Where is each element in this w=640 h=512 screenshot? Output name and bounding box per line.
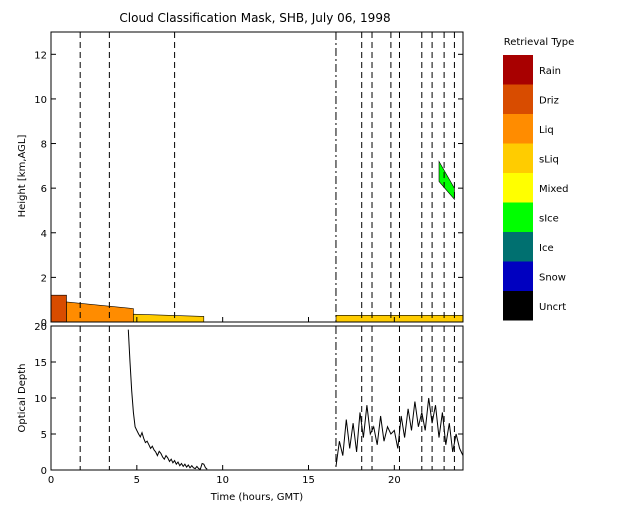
bottom-y-tick-label: 20	[34, 322, 47, 333]
cloud-layer-sice-4	[438, 160, 455, 201]
heatmap-layers	[50, 160, 464, 323]
optical-depth-series-1	[335, 397, 464, 467]
legend-swatch-sliq	[503, 143, 533, 173]
x-axis-label: Time (hours, GMT)	[210, 492, 304, 503]
legend: Rain Driz Liq sLiq Mixed sIce Ice Snow Uncrt	[503, 55, 569, 321]
legend-label-snow: Snow	[539, 272, 566, 283]
top-y-tick-label: 6	[41, 184, 47, 195]
top-y-tick-label: 4	[41, 229, 47, 240]
optical-depth-series	[127, 329, 464, 470]
bottom-plot-frame	[50, 325, 464, 471]
bottom-y-tick-label: 0	[41, 466, 47, 477]
legend-swatch-sice	[503, 202, 533, 232]
legend-label-rain: Rain	[539, 66, 561, 77]
legend-swatch-uncrt	[503, 291, 533, 321]
top-y-tick-label: 12	[34, 50, 47, 61]
top-plot-frame	[50, 31, 464, 323]
top-y-tick-label: 8	[41, 140, 47, 151]
top-y-tick-label: 0	[41, 318, 47, 329]
bottom-y-tick-label: 15	[34, 358, 47, 369]
legend-swatch-snow	[503, 261, 533, 291]
legend-swatch-liq	[503, 114, 533, 144]
cloud-layer-liq-1	[66, 301, 134, 323]
axes	[50, 31, 464, 471]
x-tick-label: 5	[134, 475, 140, 486]
legend-label-uncrt: Uncrt	[539, 302, 566, 313]
legend-title: Retrieval Type	[504, 37, 575, 48]
cloud-layer-driz-0	[50, 294, 67, 323]
heatmap-reference-lines	[79, 32, 455, 322]
optical-depth-series-0	[127, 329, 208, 470]
x-tick-label: 20	[388, 475, 401, 486]
top-y-axis-label: Height [km,AGL]	[17, 135, 28, 218]
legend-label-sice: sIce	[539, 213, 559, 224]
top-y-tick-label: 10	[34, 95, 47, 106]
bottom-y-tick-label: 10	[34, 394, 47, 405]
legend-swatch-mixed	[503, 173, 533, 203]
legend-swatch-driz	[503, 84, 533, 114]
bottom-y-tick-label: 5	[41, 430, 47, 441]
x-tick-label: 15	[302, 475, 315, 486]
legend-label-liq: Liq	[539, 125, 554, 136]
legend-swatch-ice	[503, 232, 533, 262]
top-y-tick-label: 2	[41, 273, 47, 284]
x-tick-label: 0	[48, 475, 54, 486]
cloud-layer-sliq-2	[133, 313, 205, 323]
x-tick-label: 10	[216, 475, 229, 486]
optical-depth-reference-lines	[79, 326, 455, 470]
legend-label-driz: Driz	[539, 95, 559, 106]
legend-label-mixed: Mixed	[539, 184, 569, 195]
bottom-y-axis-label: Optical Depth	[17, 364, 28, 433]
chart-title: Cloud Classification Mask, SHB, July 06,…	[119, 11, 390, 25]
legend-label-sliq: sLiq	[539, 154, 559, 165]
legend-swatch-rain	[503, 55, 533, 85]
legend-label-ice: Ice	[539, 243, 554, 254]
